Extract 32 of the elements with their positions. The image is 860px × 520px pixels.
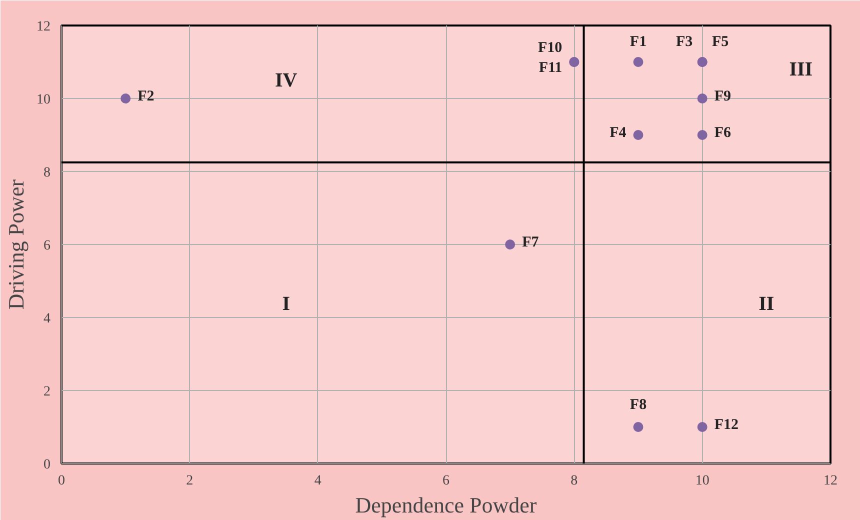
y-tick-label: 4 (44, 312, 50, 326)
annotation: F2 (138, 88, 154, 104)
annotation: F5 (712, 34, 729, 50)
x-axis-title: Dependence Powder (355, 492, 538, 518)
x-tick-label: 2 (186, 474, 194, 488)
x-tick-label: 6 (442, 474, 450, 488)
annotation: F7 (522, 234, 540, 250)
x-tick-label: 10 (695, 474, 710, 488)
annotation: F8 (630, 397, 647, 413)
annotation: F4 (610, 125, 627, 141)
annotation: IV (274, 69, 298, 92)
y-tick-label: 0 (44, 458, 50, 472)
annotation: F12 (714, 417, 739, 433)
y-tick-label: 2 (44, 384, 50, 400)
x-tick-label: 8 (570, 474, 578, 488)
y-tick-label: 8 (44, 166, 50, 180)
y-axis-title: Driving Power (4, 178, 28, 310)
annotation: I (282, 292, 290, 315)
annotation: F11 (538, 60, 562, 76)
x-tick-label: 12 (824, 474, 838, 488)
annotation: F1 (630, 34, 647, 50)
annotation: II (758, 292, 774, 315)
annotation: F3 (676, 34, 693, 50)
y-tick-label: 10 (36, 92, 50, 108)
annotation: F6 (714, 125, 732, 141)
annotation: F9 (714, 88, 732, 104)
annotation: F10 (538, 40, 562, 56)
y-tick-label: 12 (36, 20, 50, 34)
y-tick-label: 6 (44, 238, 50, 254)
x-tick-label: 4 (314, 474, 322, 488)
annotation: III (789, 58, 813, 80)
x-tick-label: 0 (58, 474, 65, 488)
